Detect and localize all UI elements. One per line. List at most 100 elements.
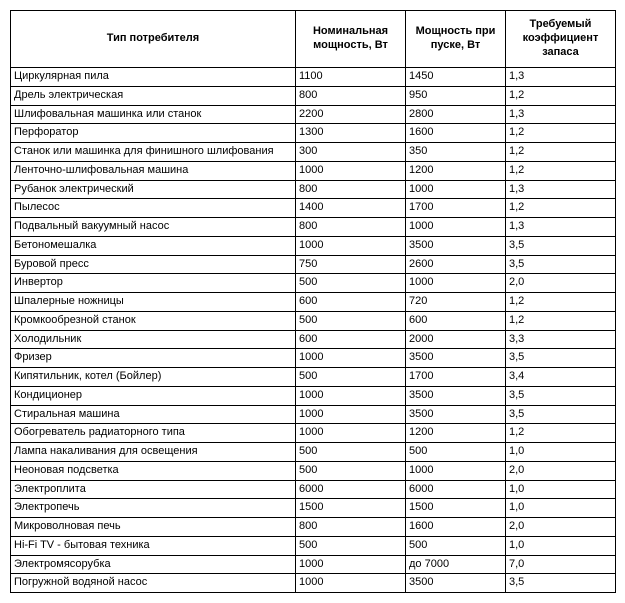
table-row: Hi-Fi TV - бытовая техника5005001,0: [11, 536, 616, 555]
table-cell: 6000: [296, 480, 406, 499]
table-cell: 500: [406, 536, 506, 555]
table-cell: 950: [406, 86, 506, 105]
table-cell: 1,3: [506, 105, 616, 124]
table-cell: Бетономешалка: [11, 236, 296, 255]
col-header-type: Тип потребителя: [11, 11, 296, 68]
table-cell: 1000: [296, 236, 406, 255]
table-row: Циркулярная пила110014501,3: [11, 68, 616, 87]
table-cell: 1,3: [506, 218, 616, 237]
table-cell: 1300: [296, 124, 406, 143]
table-cell: Стиральная машина: [11, 405, 296, 424]
table-cell: 2200: [296, 105, 406, 124]
table-cell: Микроволновая печь: [11, 518, 296, 537]
table-cell: 600: [406, 311, 506, 330]
table-cell: 3,5: [506, 236, 616, 255]
table-cell: 1100: [296, 68, 406, 87]
table-cell: Кондиционер: [11, 386, 296, 405]
table-cell: Шпалерные ножницы: [11, 293, 296, 312]
table-cell: 1400: [296, 199, 406, 218]
table-cell: Рубанок электрический: [11, 180, 296, 199]
table-cell: 1700: [406, 199, 506, 218]
table-row: Лампа накаливания для освещения5005001,0: [11, 443, 616, 462]
table-row: Пылесос140017001,2: [11, 199, 616, 218]
table-cell: 600: [296, 293, 406, 312]
table-cell: 2600: [406, 255, 506, 274]
table-cell: 800: [296, 518, 406, 537]
table-cell: 1000: [296, 161, 406, 180]
table-row: Шпалерные ножницы6007201,2: [11, 293, 616, 312]
table-row: Дрель электрическая8009501,2: [11, 86, 616, 105]
table-row: Кипятильник, котел (Бойлер)50017003,4: [11, 368, 616, 387]
power-consumers-table: Тип потребителя Номинальная мощность, Вт…: [10, 10, 616, 593]
table-cell: 3,3: [506, 330, 616, 349]
table-cell: 6000: [406, 480, 506, 499]
table-cell: Буровой пресс: [11, 255, 296, 274]
table-row: Шлифовальная машинка или станок220028001…: [11, 105, 616, 124]
table-cell: Лампа накаливания для освещения: [11, 443, 296, 462]
table-cell: Электромясорубка: [11, 555, 296, 574]
table-cell: Ленточно-шлифовальная машина: [11, 161, 296, 180]
table-cell: 500: [296, 274, 406, 293]
table-row: Микроволновая печь80016002,0: [11, 518, 616, 537]
table-cell: 1000: [296, 405, 406, 424]
table-cell: 3,5: [506, 405, 616, 424]
col-header-coef: Требуемый коэффициент запаса: [506, 11, 616, 68]
table-row: Инвертор50010002,0: [11, 274, 616, 293]
table-cell: 2,0: [506, 518, 616, 537]
table-row: Стиральная машина100035003,5: [11, 405, 616, 424]
table-cell: 2,0: [506, 274, 616, 293]
table-cell: Подвальный вакуумный насос: [11, 218, 296, 237]
table-cell: 1,2: [506, 199, 616, 218]
table-row: Электроплита600060001,0: [11, 480, 616, 499]
table-cell: 1,2: [506, 311, 616, 330]
table-cell: 1,2: [506, 124, 616, 143]
table-cell: Фризер: [11, 349, 296, 368]
table-row: Буровой пресс75026003,5: [11, 255, 616, 274]
table-cell: 3,5: [506, 574, 616, 593]
table-cell: 3500: [406, 574, 506, 593]
table-cell: 1,2: [506, 86, 616, 105]
table-cell: Электроплита: [11, 480, 296, 499]
table-cell: 1000: [406, 218, 506, 237]
table-row: Электропечь150015001,0: [11, 499, 616, 518]
table-cell: 1600: [406, 518, 506, 537]
table-cell: 1450: [406, 68, 506, 87]
table-row: Станок или машинка для финишного шлифова…: [11, 143, 616, 162]
table-cell: 500: [406, 443, 506, 462]
table-cell: Циркулярная пила: [11, 68, 296, 87]
table-cell: 1000: [296, 574, 406, 593]
table-cell: 3500: [406, 349, 506, 368]
table-cell: 3,5: [506, 349, 616, 368]
table-row: Кромкообрезной станок5006001,2: [11, 311, 616, 330]
table-header: Тип потребителя Номинальная мощность, Вт…: [11, 11, 616, 68]
table-cell: 1,3: [506, 180, 616, 199]
table-cell: Дрель электрическая: [11, 86, 296, 105]
table-cell: 1000: [296, 349, 406, 368]
table-cell: 1,2: [506, 424, 616, 443]
table-cell: 3500: [406, 386, 506, 405]
table-cell: 720: [406, 293, 506, 312]
table-cell: 500: [296, 461, 406, 480]
table-cell: 750: [296, 255, 406, 274]
table-cell: 500: [296, 536, 406, 555]
table-cell: Кромкообрезной станок: [11, 311, 296, 330]
table-row: Кондиционер100035003,5: [11, 386, 616, 405]
table-cell: 800: [296, 180, 406, 199]
table-row: Бетономешалка100035003,5: [11, 236, 616, 255]
table-cell: Кипятильник, котел (Бойлер): [11, 368, 296, 387]
table-cell: 1000: [406, 180, 506, 199]
table-cell: 1,0: [506, 480, 616, 499]
table-cell: 350: [406, 143, 506, 162]
table-cell: 1,2: [506, 143, 616, 162]
col-header-nominal: Номинальная мощность, Вт: [296, 11, 406, 68]
table-cell: 1000: [406, 461, 506, 480]
table-row: Фризер100035003,5: [11, 349, 616, 368]
table-cell: Холодильник: [11, 330, 296, 349]
table-cell: 2,0: [506, 461, 616, 480]
table-cell: Неоновая подсветка: [11, 461, 296, 480]
table-cell: 800: [296, 86, 406, 105]
table-cell: 3500: [406, 236, 506, 255]
table-cell: 7,0: [506, 555, 616, 574]
table-cell: 1200: [406, 161, 506, 180]
table-cell: 500: [296, 443, 406, 462]
